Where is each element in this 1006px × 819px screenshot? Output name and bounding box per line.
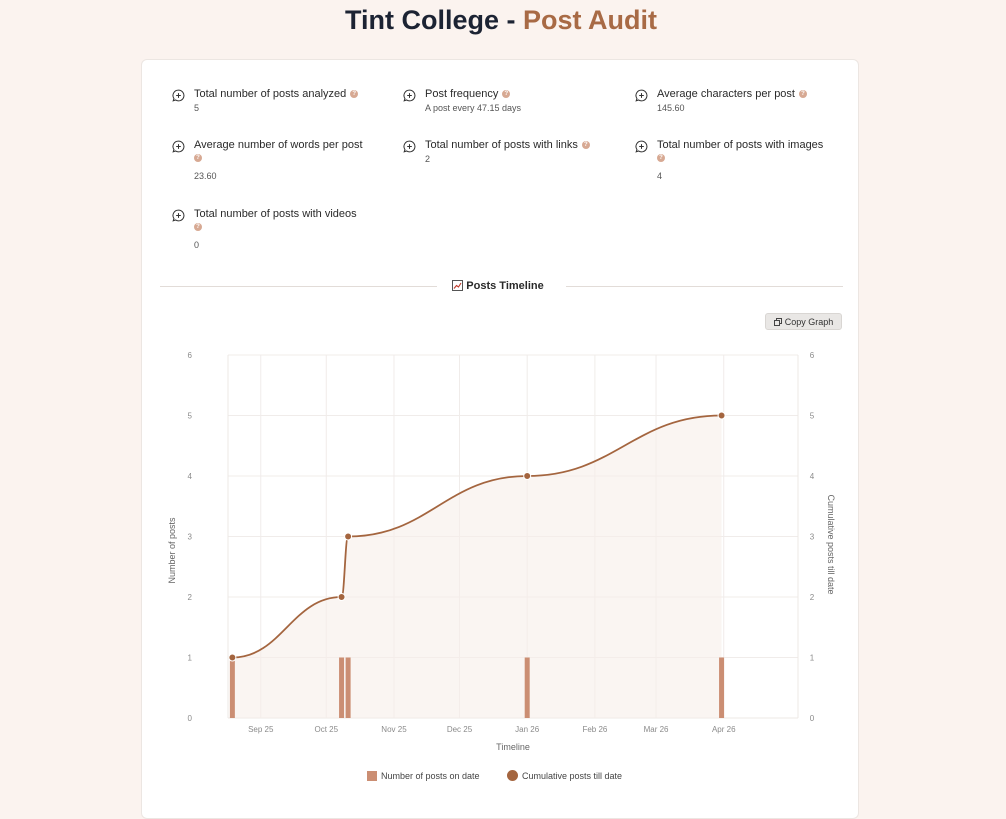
- stat-label: Total number of posts with links?: [425, 138, 603, 152]
- stat-label: Average number of words per post?: [194, 139, 363, 162]
- stat-label: Total number of posts with videos?: [194, 208, 357, 231]
- chat-plus-icon: [172, 89, 185, 102]
- y-tick-label-left: 3: [188, 533, 193, 542]
- cumulative-point: [717, 411, 726, 420]
- y-axis-title-left: Number of posts: [167, 517, 177, 584]
- bar: [345, 657, 351, 718]
- bar: [339, 657, 345, 718]
- y-axis-title-right: Cumulative posts till date: [826, 494, 836, 594]
- cumulative-point: [228, 653, 237, 662]
- help-icon[interactable]: ?: [657, 154, 665, 162]
- chat-plus-icon: [172, 209, 185, 222]
- help-icon[interactable]: ?: [581, 141, 590, 149]
- y-tick-label-right: 3: [810, 533, 815, 542]
- y-tick-label-left: 1: [188, 654, 193, 663]
- y-tick-label-left: 4: [188, 472, 193, 481]
- stat-value: 4: [657, 171, 663, 181]
- page-title-prefix: Tint College -: [344, 5, 523, 35]
- cumulative-point: [344, 532, 353, 541]
- legend-bar-swatch: [367, 771, 377, 781]
- stat-value: 23.60: [194, 171, 217, 181]
- stat-label: Post frequency?: [425, 87, 603, 101]
- legend-dot-swatch: [507, 770, 518, 781]
- y-tick-label-right: 0: [810, 714, 815, 723]
- y-tick-label-right: 2: [810, 593, 815, 602]
- stat-label: Average characters per post?: [657, 87, 835, 101]
- stat-value: 145.60: [657, 103, 685, 113]
- cumulative-line: [232, 414, 722, 659]
- help-icon[interactable]: ?: [194, 223, 202, 231]
- chat-plus-icon: [635, 89, 648, 102]
- stat-label: Total number of posts with images?: [657, 139, 824, 162]
- stat-label: Total number of posts analyzed?: [194, 87, 372, 101]
- y-tick-label-left: 0: [188, 714, 193, 723]
- bar: [719, 657, 725, 718]
- divider-right: [566, 286, 843, 287]
- x-tick-label: Nov 25: [381, 725, 407, 734]
- cumulative-point: [523, 472, 532, 480]
- legend-item-line[interactable]: Cumulative posts till date: [507, 770, 622, 782]
- x-tick-label: Mar 26: [644, 725, 669, 734]
- x-tick-label: Jan 26: [515, 725, 540, 734]
- chart-icon: [452, 280, 464, 291]
- audit-card: Total number of posts analyzed? 5 Post f…: [141, 59, 859, 819]
- y-tick-label-right: 5: [810, 412, 815, 421]
- y-tick-label-right: 4: [810, 472, 815, 481]
- chat-plus-icon: [403, 140, 416, 153]
- x-tick-label: Apr 26: [712, 725, 736, 734]
- y-tick-label-right: 6: [810, 351, 815, 360]
- stat-value: 5: [194, 103, 200, 113]
- x-tick-label: Sep 25: [248, 725, 274, 734]
- copy-icon: [773, 318, 782, 326]
- posts-timeline-chart: 0 0 1 1 2 2 3 3 4 4 5 5 6 6 Sep 25 Oct 25 Nov 25 Dec 25 Ja…: [167, 351, 836, 752]
- x-tick-label: Oct 25: [314, 725, 338, 734]
- stat-value: A post every 47.15 days: [425, 103, 522, 113]
- help-icon[interactable]: ?: [194, 154, 202, 162]
- page-title: Tint College - Post Audit: [0, 2, 1002, 38]
- x-tick-label: Feb 26: [582, 725, 607, 734]
- chat-plus-icon: [403, 89, 416, 102]
- page-title-accent: Post Audit: [523, 5, 657, 35]
- cumulative-area: [232, 415, 722, 718]
- bar: [524, 657, 530, 718]
- stat-value: 0: [194, 240, 200, 250]
- help-icon[interactable]: ?: [502, 90, 511, 98]
- divider-left: [160, 286, 437, 287]
- y-tick-label-left: 2: [188, 593, 193, 602]
- x-tick-label: Dec 25: [447, 725, 473, 734]
- y-tick-label-left: 5: [188, 412, 193, 421]
- help-icon[interactable]: ?: [798, 90, 807, 98]
- bar: [229, 657, 235, 718]
- legend-item-bars[interactable]: Number of posts on date: [367, 770, 480, 782]
- cumulative-point: [337, 593, 346, 601]
- y-tick-label-left: 6: [188, 351, 193, 360]
- y-tick-label-right: 1: [810, 654, 815, 663]
- section-title: Posts Timeline: [438, 279, 558, 293]
- help-icon[interactable]: ?: [350, 90, 359, 98]
- chat-plus-icon: [172, 140, 185, 153]
- x-axis-title: Timeline: [496, 742, 530, 752]
- chat-plus-icon: [635, 140, 648, 153]
- stat-value: 2: [425, 154, 431, 164]
- copy-graph-button[interactable]: Copy Graph: [765, 313, 842, 330]
